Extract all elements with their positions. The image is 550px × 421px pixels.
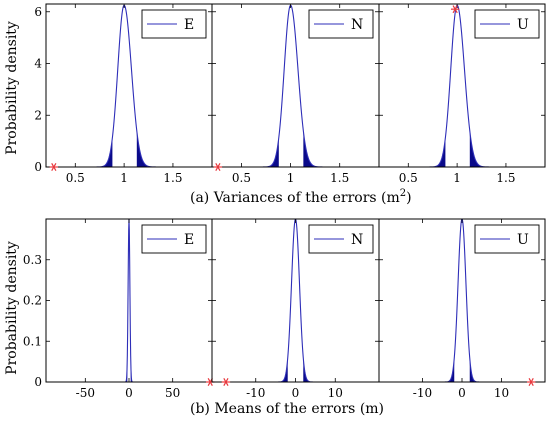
ylabel-bottom: Probability density	[4, 241, 20, 375]
y-tick-label: 0.2	[23, 294, 42, 308]
x-tick-label: -10	[413, 386, 432, 400]
legend: U	[474, 9, 540, 39]
caption-a-superscript: 2	[400, 188, 406, 199]
x-tick-label: 0.5	[66, 171, 85, 185]
x-tick-label: 1	[287, 171, 295, 185]
panel-a-U: 0.5 1 1.5 U	[378, 3, 546, 185]
density-curve	[46, 4, 212, 167]
x-tick-label: 50	[165, 386, 180, 400]
panel-plot-area	[379, 4, 545, 167]
shaded-tail-left	[212, 137, 279, 167]
caption-b: (b) Means of the errors (m)	[190, 401, 384, 417]
shaded-tail-left	[379, 137, 446, 167]
x-tick-label: 1.5	[163, 171, 182, 185]
asterisk-stroke	[215, 163, 221, 171]
x-tick-label: -10	[246, 386, 265, 400]
panel-plot-area	[212, 4, 379, 167]
shaded-tail-left	[379, 358, 455, 382]
legend: N	[308, 9, 374, 39]
asterisk-marker	[213, 163, 223, 171]
x-tick-label: 0.5	[399, 171, 418, 185]
x-tick-label: 1.5	[330, 171, 349, 185]
asterisk-stroke	[528, 378, 534, 386]
x-tick-label: 0	[458, 386, 466, 400]
y-tick-label: 4	[34, 57, 42, 71]
legend-label: N	[351, 232, 363, 248]
caption-a-end: )	[406, 190, 411, 206]
shaded-tail-left	[212, 358, 288, 382]
shaded-tail-right	[130, 358, 212, 382]
x-tick-label: 10	[328, 386, 343, 400]
shaded-tail-right	[469, 358, 545, 382]
ylabel-top: Probability density	[4, 21, 20, 155]
legend-label: N	[351, 17, 363, 33]
shaded-tail-right	[303, 358, 379, 382]
legend: N	[308, 224, 374, 254]
shaded-tail-right	[136, 131, 212, 167]
x-tick-label: 1	[453, 171, 461, 185]
asterisk-stroke	[223, 378, 229, 386]
x-tick-label: 0	[292, 386, 300, 400]
asterisk-marker	[526, 378, 536, 386]
legend-label: U	[517, 232, 529, 248]
asterisk-marker	[49, 163, 59, 171]
y-tick-label: 2	[34, 108, 42, 122]
panel-b-U: -10 0 10 U	[378, 218, 546, 400]
x-tick-label: 1.5	[496, 171, 515, 185]
legend: E	[141, 9, 207, 39]
y-tick-label: 0	[34, 160, 42, 174]
asterisk-marker	[221, 378, 231, 386]
legend-label: E	[184, 17, 194, 33]
y-tick-label: 6	[34, 5, 42, 19]
x-tick-label: 0.5	[232, 171, 251, 185]
asterisk-stroke	[51, 163, 57, 171]
panel-b-N: -10 0 10 N	[211, 218, 380, 400]
x-tick-label: 10	[494, 386, 509, 400]
x-tick-label: 1	[120, 171, 128, 185]
shaded-tail-left	[46, 358, 128, 382]
shaded-tail-right	[303, 131, 379, 167]
x-tick-label: -50	[76, 386, 95, 400]
legend-label: U	[517, 17, 529, 33]
density-curve	[379, 4, 545, 167]
x-tick-label: 0	[125, 386, 133, 400]
y-tick-label: 0.3	[23, 253, 42, 267]
panel-a-E: 0.5 1 1.5 0 2 4 6 E	[34, 3, 213, 185]
density-curve	[212, 4, 379, 167]
panel-b-E: -50 0 50 0 0.1 0.2 0.3 E	[23, 218, 215, 400]
legend-label: E	[184, 232, 194, 248]
legend: U	[474, 224, 540, 254]
caption-a-main: (a) Variances of the errors (m	[190, 190, 400, 206]
shaded-tail-right	[469, 131, 545, 167]
legend: E	[141, 224, 207, 254]
panels-group: 0.5 1 1.5 0 2 4 6 E 0.5 1 1.5 N 0.5 1 1.5 U -50 0 50 0 0.1 0.…	[23, 3, 546, 400]
caption-a: (a) Variances of the errors (m2)	[190, 188, 412, 206]
shaded-tail-left	[46, 137, 113, 167]
axes-frame	[378, 3, 546, 168]
asterisk-marker	[450, 5, 460, 14]
y-tick-label: 0	[34, 375, 42, 389]
y-tick-label: 0.1	[23, 334, 42, 348]
panel-a-N: 0.5 1 1.5 N	[211, 3, 380, 185]
asterisk-stroke	[452, 5, 458, 14]
panel-plot-area	[46, 4, 212, 167]
